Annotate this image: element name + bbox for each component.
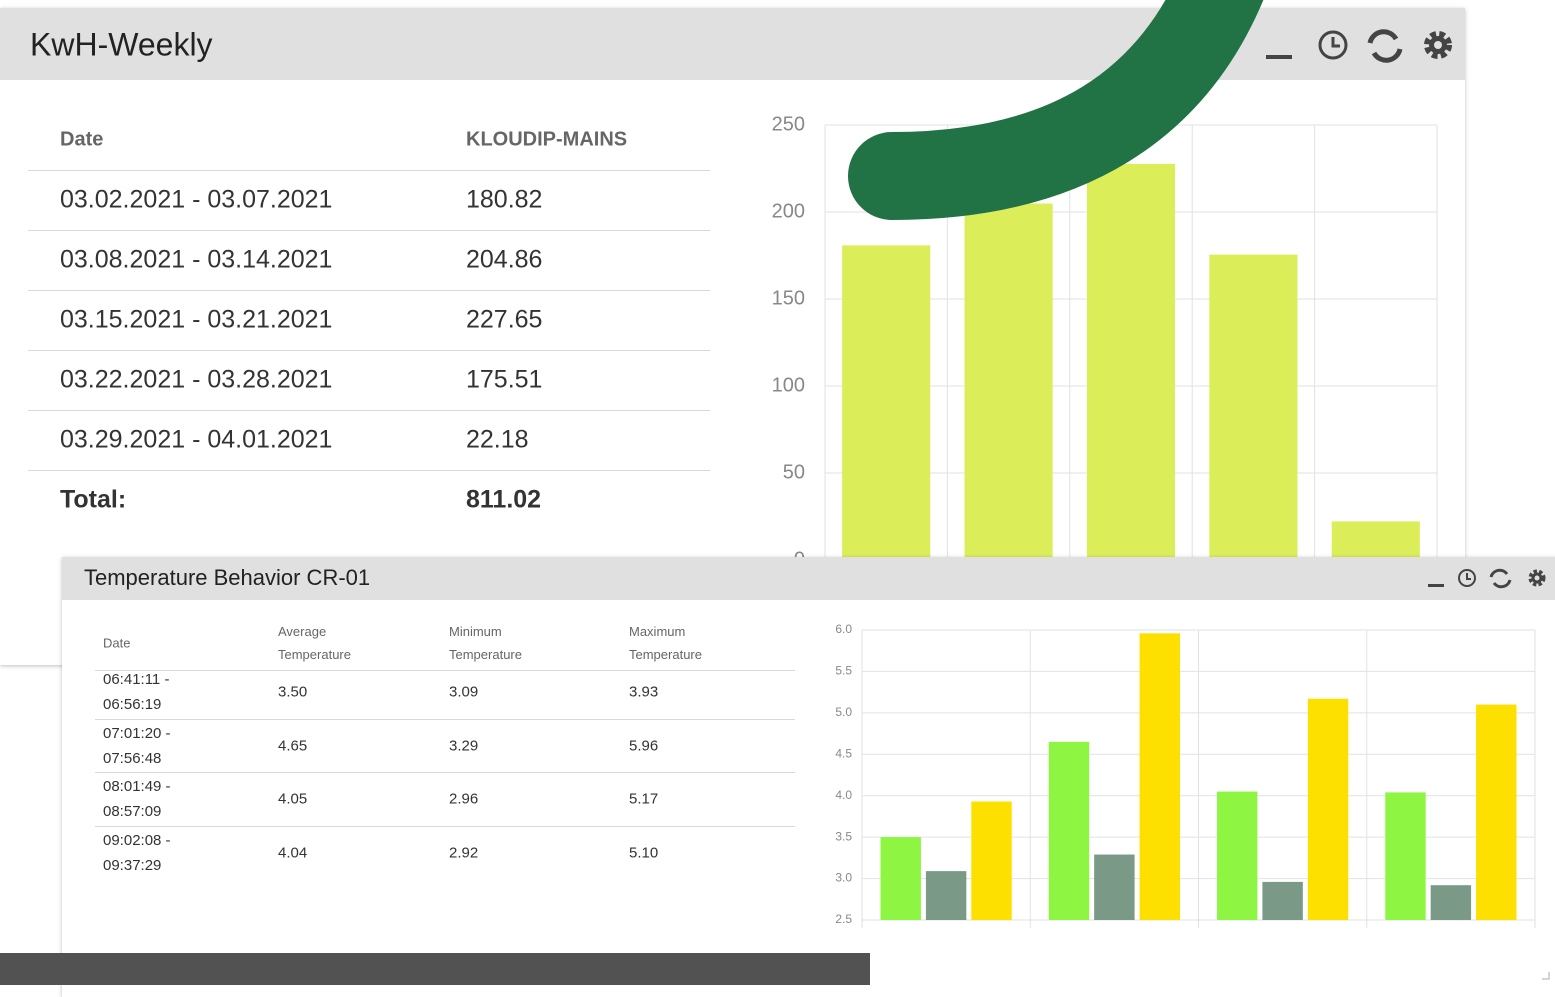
y-tick-label: 5.0 xyxy=(835,705,852,719)
bar-chart: 2.5 3.0 3.5 4.0 4.5 5.0 5.5 6.0 xyxy=(0,0,1555,985)
y-tick-label: 5.5 xyxy=(835,664,852,678)
y-tick-label: 2.5 xyxy=(835,912,852,926)
bar xyxy=(1385,792,1425,920)
page: {"widgets": [ {"title": "KwH-Weekly", "t… xyxy=(0,0,1555,985)
y-tick-label: 3.5 xyxy=(835,829,852,843)
y-tick-label: 4.0 xyxy=(835,788,852,802)
bar xyxy=(1094,855,1134,920)
footer-bar xyxy=(0,953,870,985)
bar xyxy=(1431,885,1471,920)
resize-handle[interactable] xyxy=(1540,970,1552,982)
bar xyxy=(1308,699,1348,920)
y-tick-label: 6.0 xyxy=(835,622,852,636)
bar xyxy=(881,837,921,920)
bar xyxy=(1140,633,1180,920)
y-tick-label: 4.5 xyxy=(835,746,852,760)
bar xyxy=(971,802,1011,920)
bar xyxy=(1476,705,1516,920)
y-tick-label: 3.0 xyxy=(835,871,852,885)
bar xyxy=(1262,882,1302,920)
bar xyxy=(1049,742,1089,920)
bar xyxy=(926,871,966,920)
bar xyxy=(1217,792,1257,920)
